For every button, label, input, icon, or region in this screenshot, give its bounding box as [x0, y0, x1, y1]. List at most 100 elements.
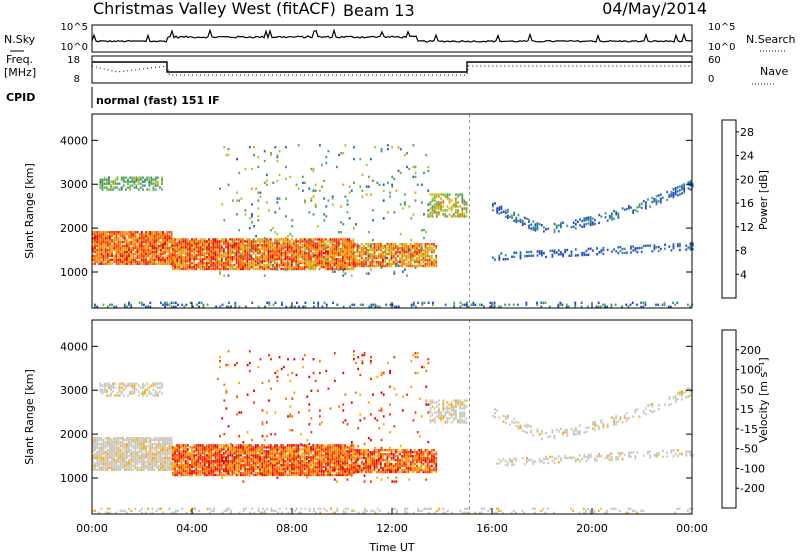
range-cell [361, 247, 363, 249]
range-cell [507, 209, 509, 211]
range-cell [158, 253, 160, 255]
range-cell [285, 269, 287, 271]
range-cell [154, 443, 156, 445]
range-cell [208, 238, 210, 240]
range-cell [552, 250, 554, 252]
range-cell [302, 262, 304, 264]
range-cell [111, 239, 113, 241]
range-cell [528, 251, 530, 253]
range-cell [137, 237, 139, 239]
range-cell [204, 238, 206, 240]
range-cell [229, 460, 231, 462]
range-cell [630, 206, 632, 208]
range-cell [96, 469, 98, 471]
range-cell [110, 184, 112, 186]
range-cell [198, 262, 200, 264]
range-cell [195, 254, 197, 256]
range-cell [244, 456, 246, 458]
range-cell [255, 444, 257, 446]
range-cell [671, 249, 673, 251]
range-cell [391, 249, 393, 251]
range-cell [122, 451, 124, 453]
range-cell [317, 458, 319, 460]
range-cell [432, 205, 434, 207]
range-cell [376, 182, 378, 184]
range-cell [172, 446, 174, 448]
range-cell [581, 302, 583, 304]
range-cell [294, 267, 296, 269]
range-cell [427, 247, 429, 249]
range-cell [415, 267, 417, 269]
range-cell [501, 252, 503, 254]
range-cell [277, 243, 279, 245]
range-cell [311, 168, 313, 170]
range-cell [457, 193, 459, 195]
range-cell [272, 227, 274, 229]
range-cell [273, 304, 275, 306]
range-cell [688, 181, 690, 183]
range-cell [526, 255, 528, 257]
range-cell [232, 256, 234, 258]
range-cell [140, 177, 142, 179]
range-cell [143, 304, 145, 306]
range-cell [172, 462, 174, 464]
range-cell [368, 231, 370, 233]
range-cell [370, 249, 372, 251]
range-cell [596, 247, 598, 249]
range-cell [505, 210, 507, 212]
range-cell [274, 238, 276, 240]
range-cell [178, 444, 180, 446]
range-cell [622, 207, 624, 209]
range-cell [306, 456, 308, 458]
range-cell [363, 259, 365, 261]
range-cell [378, 243, 380, 245]
range-cell [642, 302, 644, 304]
range-cell [187, 238, 189, 240]
range-cell [436, 201, 438, 203]
range-cell [272, 265, 274, 267]
range-cell [202, 456, 204, 458]
range-cell [590, 216, 592, 218]
range-cell [162, 457, 164, 459]
range-cell [349, 217, 351, 219]
range-cell [517, 304, 519, 306]
range-cell [240, 252, 242, 254]
range-cell [112, 181, 114, 183]
range-cell [101, 261, 103, 263]
range-cell [145, 445, 147, 447]
range-cell [255, 472, 257, 474]
range-cell [404, 201, 406, 203]
range-cell [298, 144, 300, 146]
range-cell [501, 211, 503, 213]
range-cell [135, 251, 137, 253]
range-cell [210, 246, 212, 248]
range-cell [611, 250, 613, 252]
range-cell [355, 223, 357, 225]
range-cell [223, 452, 225, 454]
range-cell [622, 252, 624, 254]
range-cell [202, 444, 204, 446]
range-cell [200, 470, 202, 472]
range-cell [453, 302, 455, 304]
range-cell [287, 238, 289, 240]
range-cell [253, 225, 255, 227]
cpid-label: CPID [6, 91, 35, 104]
range-cell [677, 243, 679, 245]
range-cell [297, 444, 299, 446]
range-cell [200, 238, 202, 240]
range-cell [632, 210, 634, 212]
range-cell [537, 250, 539, 252]
range-cell [191, 262, 193, 264]
range-cell [132, 253, 134, 255]
range-cell [245, 168, 247, 170]
range-cell [366, 272, 368, 274]
range-cell [196, 304, 198, 306]
range-cell [342, 184, 344, 186]
range-cell [588, 254, 590, 256]
range-cell [453, 203, 455, 205]
range-cell [264, 150, 266, 152]
range-cell [291, 219, 293, 221]
range-cell [357, 245, 359, 247]
range-cell [287, 444, 289, 446]
range-cell [253, 258, 255, 260]
